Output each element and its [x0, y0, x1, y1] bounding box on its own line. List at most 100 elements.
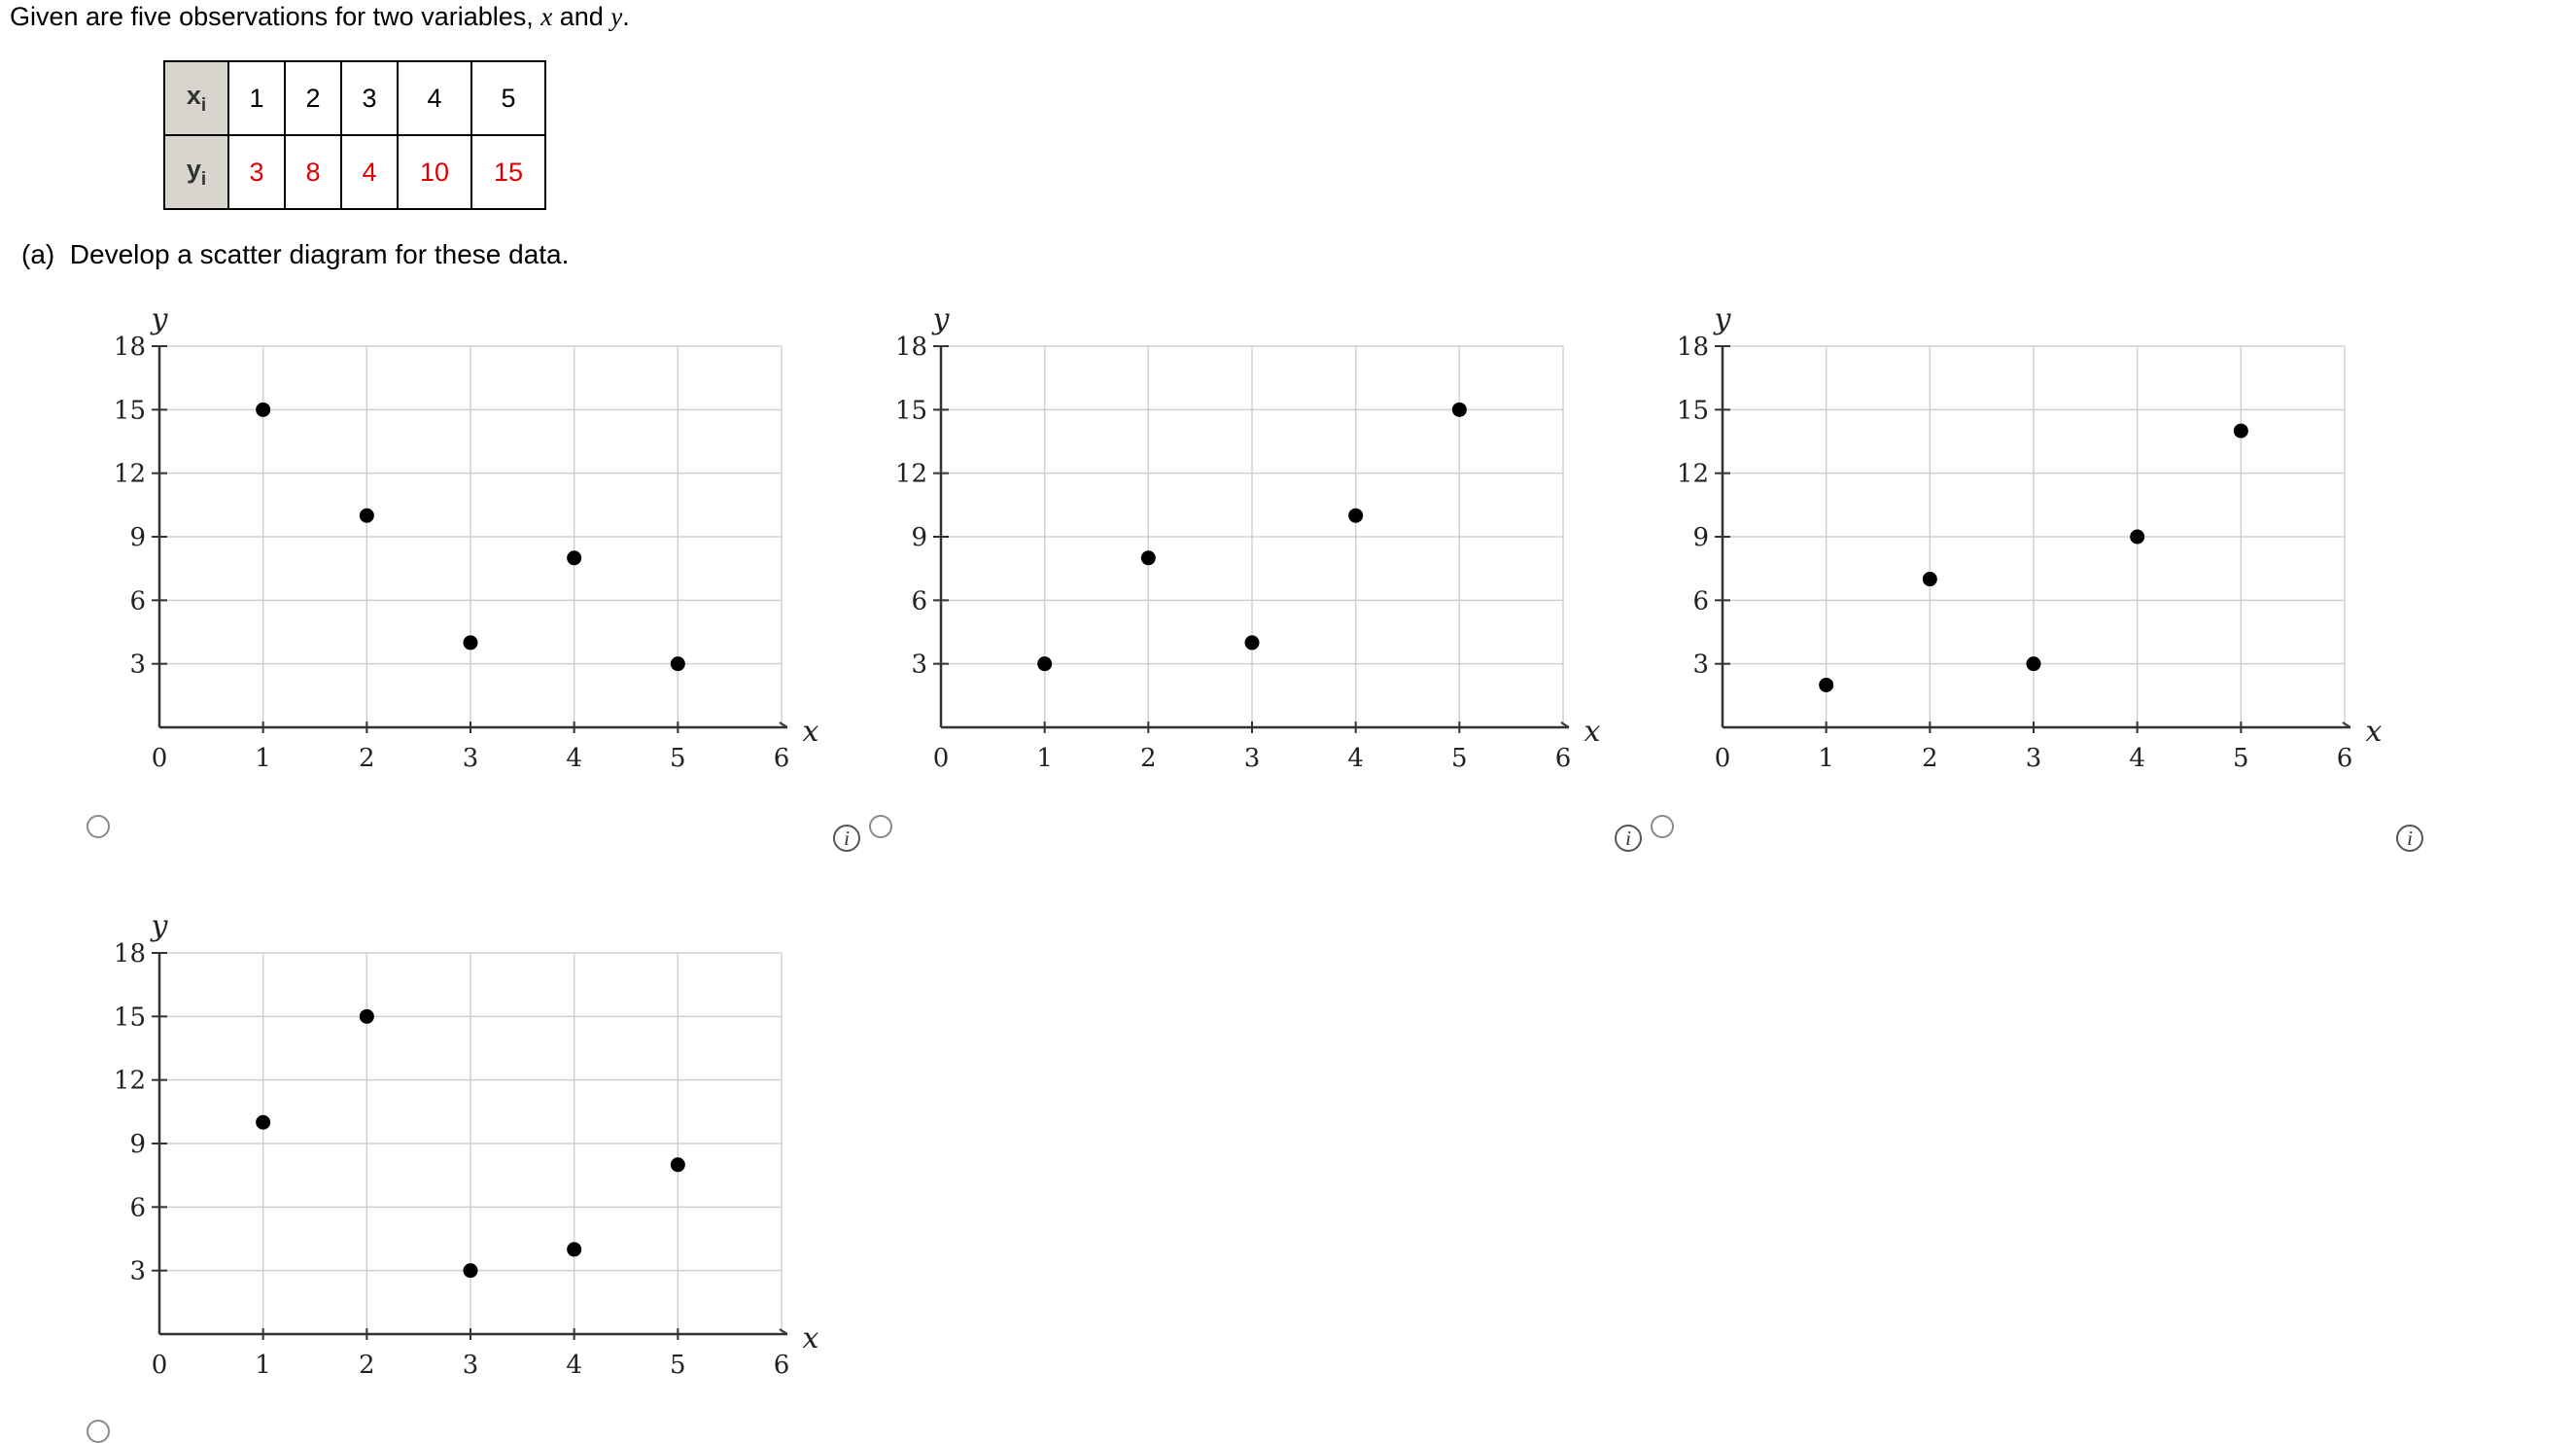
x-axis-label: x: [803, 715, 819, 749]
x-tick-label: 2: [359, 744, 375, 773]
x-tick-label: 3: [2026, 744, 2042, 773]
x-tick-label: 5: [2233, 744, 2249, 773]
y-tick-label: 3: [129, 1257, 146, 1286]
intro-var-x: x: [540, 2, 553, 31]
data-point: [1140, 550, 1156, 566]
y-tick-label: 9: [129, 523, 146, 552]
y-tick-label: 18: [895, 333, 927, 362]
y-value-3: 4: [340, 134, 399, 210]
y-tick-label: 9: [129, 1130, 146, 1159]
y-value-1: 3: [227, 134, 286, 210]
y-tick-label: 15: [895, 396, 927, 425]
x-axis-arrow: [2342, 722, 2351, 728]
y-tick-label: 18: [114, 333, 146, 362]
question-text: Develop a scatter diagram for these data…: [69, 239, 570, 269]
y-tick-label: 12: [895, 460, 927, 489]
observations-table: xi 1 2 3 4 5 yi 3 8 4 10 15: [163, 60, 546, 210]
data-point: [670, 656, 685, 672]
x-tick-label: 6: [2337, 744, 2353, 773]
x-tick-label: 1: [255, 1351, 271, 1380]
x-tick-label: 2: [1140, 744, 1157, 773]
y-axis-label: y: [1713, 302, 1732, 336]
y-tick-label: 3: [911, 651, 927, 680]
intro-prefix: Given are five observations for two vari…: [10, 2, 541, 31]
radio-option-1[interactable]: [87, 815, 110, 838]
data-point: [1348, 508, 1364, 523]
x-tick-label: 0: [152, 744, 168, 773]
scatter-option-3: 3 6 9 12 15 18 0 1 2 3 4 5 6 y x: [1660, 292, 2399, 797]
y-tick-label: 18: [114, 939, 146, 968]
data-point: [463, 635, 478, 651]
intro-suffix: .: [622, 2, 630, 31]
x-tick-label: 0: [152, 1351, 168, 1380]
y-tick-label: 12: [114, 460, 146, 489]
y-axis-label: y: [150, 302, 169, 336]
x-tick-label: 5: [670, 1351, 686, 1380]
x-tick-label: 3: [1244, 744, 1261, 773]
data-point: [2130, 529, 2145, 545]
x-tick-label: 6: [774, 1351, 790, 1380]
x-tick-label: 4: [1347, 744, 1364, 773]
y-value-4: 10: [397, 134, 472, 210]
x-value-3: 3: [340, 60, 399, 136]
data-point: [1922, 572, 1937, 587]
y-tick-label: 3: [1692, 651, 1709, 680]
x-tick-label: 5: [1451, 744, 1468, 773]
data-point: [256, 402, 271, 417]
intro-var-y: y: [610, 2, 623, 31]
x-axis-arrow: [779, 722, 788, 728]
data-point: [463, 1263, 478, 1279]
y-axis-label: y: [931, 302, 951, 336]
scatter-option-1: 3 6 9 12 15 18 0 1 2 3 4 5 6 y x: [97, 292, 836, 797]
data-point: [1451, 402, 1467, 417]
x-value-1: 1: [227, 60, 286, 136]
x-value-2: 2: [284, 60, 342, 136]
radio-option-3[interactable]: [1651, 815, 1674, 838]
data-point: [2026, 656, 2041, 672]
x-axis-label: x: [2366, 715, 2383, 749]
x-axis-arrow: [1560, 722, 1570, 728]
y-tick-label: 6: [129, 1193, 146, 1222]
data-point: [359, 508, 374, 523]
y-tick-label: 3: [129, 651, 146, 680]
y-value-5: 15: [470, 134, 546, 210]
question-a: (a) Develop a scatter diagram for these …: [21, 239, 569, 270]
x-value-5: 5: [470, 60, 546, 136]
x-tick-label: 3: [463, 1351, 479, 1380]
data-point: [359, 1008, 374, 1024]
data-point: [670, 1157, 685, 1173]
y-tick-label: 6: [911, 586, 927, 616]
y-tick-label: 15: [1677, 396, 1709, 425]
data-point: [567, 550, 582, 566]
x-tick-label: 4: [566, 744, 582, 773]
data-point: [256, 1114, 271, 1130]
info-icon[interactable]: i: [1615, 825, 1642, 852]
y-tick-label: 9: [1692, 523, 1709, 552]
data-point: [1819, 677, 1834, 692]
x-value-4: 4: [397, 60, 472, 136]
x-tick-label: 2: [359, 1351, 375, 1380]
x-tick-label: 4: [566, 1351, 582, 1380]
x-tick-label: 6: [774, 744, 790, 773]
scatter-option-4: 3 6 9 12 15 18 0 1 2 3 4 5 6 y x: [97, 898, 836, 1404]
scatter-option-2: 3 6 9 12 15 18 0 1 2 3 4 5 6 y x: [879, 292, 1618, 797]
y-tick-label: 6: [129, 586, 146, 616]
y-tick-label: 6: [1692, 586, 1709, 616]
intro-middle: and: [552, 2, 611, 31]
x-axis-arrow: [779, 1328, 788, 1335]
radio-option-2[interactable]: [869, 815, 892, 838]
y-tick-label: 12: [1677, 460, 1709, 489]
y-tick-label: 18: [1677, 333, 1709, 362]
y-axis-label: y: [150, 909, 169, 943]
info-icon[interactable]: i: [2396, 825, 2423, 852]
x-tick-label: 5: [670, 744, 686, 773]
info-icon[interactable]: i: [833, 825, 860, 852]
x-tick-label: 6: [1555, 744, 1572, 773]
problem-intro: Given are five observations for two vari…: [10, 2, 630, 32]
x-tick-label: 1: [1818, 744, 1834, 773]
data-point: [2233, 423, 2248, 439]
y-value-2: 8: [284, 134, 342, 210]
x-tick-label: 4: [2129, 744, 2145, 773]
radio-option-4[interactable]: [87, 1420, 110, 1443]
x-tick-label: 1: [255, 744, 271, 773]
